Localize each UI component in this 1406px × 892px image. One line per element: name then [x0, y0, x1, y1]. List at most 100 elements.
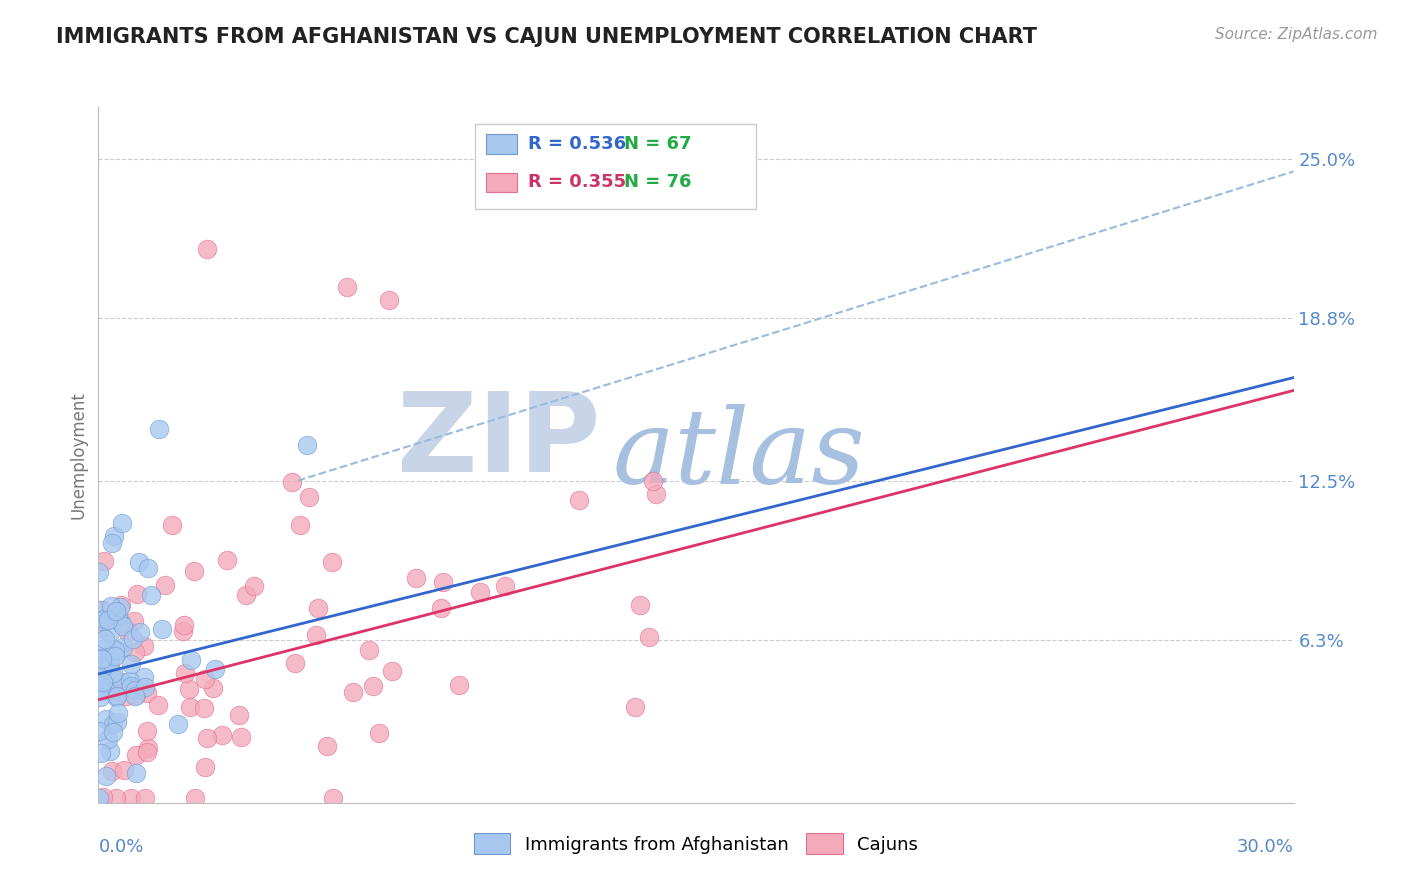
Point: [381, 664, 404, 678]
Point: [94, 712, 117, 726]
Point: [104, 790, 127, 805]
Point: [100, 764, 122, 779]
Point: [111, 675, 134, 690]
Point: [110, 615, 132, 630]
Point: [98, 625, 121, 640]
Point: [103, 724, 125, 739]
Point: [96, 657, 118, 672]
Point: [152, 622, 174, 636]
Point: [307, 600, 329, 615]
Point: [93, 790, 115, 805]
Point: [127, 586, 149, 600]
Point: [135, 745, 157, 759]
Point: [93, 641, 115, 656]
Point: [321, 555, 343, 569]
Point: [103, 665, 125, 680]
Text: 30.0%: 30.0%: [1237, 838, 1294, 855]
Point: [172, 624, 194, 638]
Point: [93, 554, 115, 568]
Point: [128, 555, 150, 569]
Point: [89, 675, 111, 690]
Point: [90, 684, 112, 698]
Point: [132, 670, 155, 684]
Point: [91, 602, 114, 616]
Point: [173, 618, 195, 632]
Point: [89, 665, 111, 679]
Point: [101, 671, 124, 685]
Point: [284, 656, 307, 670]
Point: [628, 598, 651, 612]
Point: [112, 763, 135, 777]
Point: [228, 707, 250, 722]
Point: [136, 724, 159, 739]
Point: [89, 790, 111, 805]
Point: [97, 731, 120, 746]
Point: [101, 536, 124, 550]
Point: [288, 517, 311, 532]
Point: [107, 706, 129, 720]
Point: [468, 584, 491, 599]
Point: [146, 698, 169, 712]
Point: [179, 699, 201, 714]
Point: [193, 700, 215, 714]
Point: [315, 739, 337, 753]
Point: [105, 715, 128, 730]
Point: [201, 681, 224, 695]
Text: N = 76: N = 76: [624, 173, 692, 192]
Point: [108, 684, 131, 698]
Point: [638, 630, 661, 644]
Point: [118, 674, 141, 689]
Point: [134, 680, 156, 694]
Point: [91, 614, 114, 628]
Point: [97, 613, 120, 627]
Point: [111, 619, 134, 633]
Text: 0.0%: 0.0%: [98, 838, 143, 855]
Point: [378, 293, 401, 308]
Point: [122, 614, 145, 628]
Point: [93, 612, 115, 626]
Point: [117, 680, 139, 694]
Point: [432, 574, 454, 589]
Point: [105, 604, 128, 618]
Point: [120, 679, 142, 693]
Point: [100, 599, 122, 613]
Point: [184, 790, 207, 805]
Point: [295, 437, 318, 451]
Point: [160, 517, 183, 532]
Point: [104, 690, 127, 704]
Point: [567, 493, 589, 508]
Point: [180, 652, 202, 666]
Point: [132, 640, 155, 654]
Point: [183, 564, 205, 578]
Point: [359, 642, 381, 657]
Point: [217, 552, 239, 566]
Point: [89, 566, 111, 580]
Point: [298, 490, 321, 504]
Point: [104, 643, 127, 657]
Point: [91, 675, 114, 690]
Point: [97, 658, 120, 673]
Y-axis label: Unemployment: Unemployment: [69, 391, 87, 519]
Text: R = 0.355: R = 0.355: [529, 173, 627, 192]
Point: [125, 766, 148, 780]
Point: [89, 723, 111, 738]
Point: [155, 578, 177, 592]
Point: [644, 487, 666, 501]
Point: [91, 660, 114, 674]
Point: [136, 741, 159, 756]
Point: [91, 650, 114, 665]
Point: [195, 242, 218, 256]
Point: [624, 699, 647, 714]
Point: [104, 681, 127, 695]
Text: atlas: atlas: [613, 404, 865, 506]
Point: [108, 643, 131, 657]
Point: [90, 652, 112, 666]
Point: [125, 688, 148, 702]
Point: [128, 625, 150, 640]
Point: [449, 678, 471, 692]
Point: [430, 600, 453, 615]
Point: [89, 622, 111, 636]
Point: [125, 748, 148, 763]
Point: [98, 744, 121, 758]
Point: [321, 790, 343, 805]
